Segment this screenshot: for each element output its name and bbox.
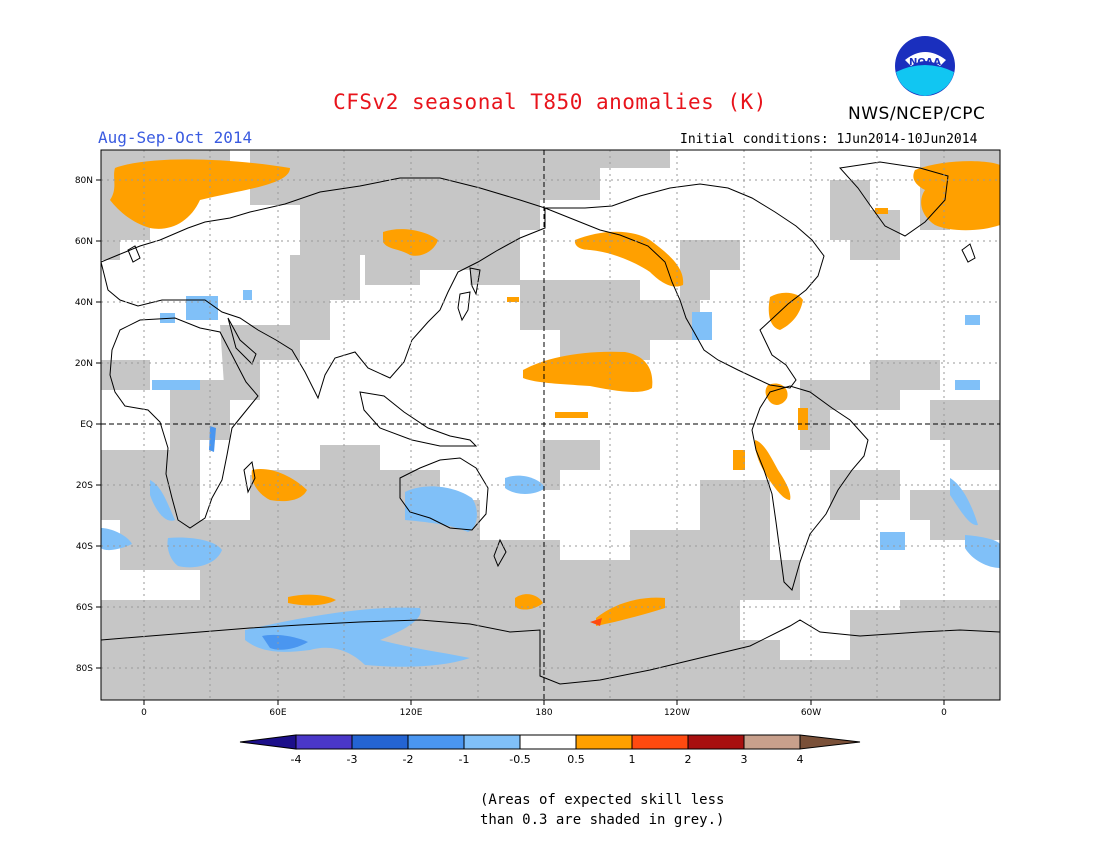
lon-label: 120E (400, 708, 423, 718)
lat-label: 80S (76, 664, 93, 674)
colorbar-label: 0.5 (567, 753, 585, 766)
longitude-labels: 0 60E 120E 180 120W 60W 0 (141, 708, 947, 718)
agency-label: NWS/NCEP/CPC (848, 104, 986, 124)
colorbar-label: -4 (291, 753, 302, 766)
colorbar-label: -3 (347, 753, 358, 766)
colorbar-segment (519, 734, 577, 750)
lat-label: 40S (76, 542, 93, 552)
colorbar-segment (463, 734, 521, 750)
colorbar-label: 1 (629, 753, 636, 766)
initial-conditions-label: Initial conditions: 1Jun2014-10Jun2014 (680, 132, 978, 147)
lat-label: 60S (76, 603, 93, 613)
lat-label: 80N (75, 176, 93, 186)
coastlines (101, 161, 1000, 685)
lat-label: 60N (75, 237, 93, 247)
lon-label: 60W (801, 708, 821, 718)
skill-note-line1: (Areas of expected skill less (480, 792, 725, 808)
colorbar-label: 4 (797, 753, 804, 766)
lon-label: 120W (664, 708, 690, 718)
lat-label: EQ (80, 420, 93, 430)
skill-note-line2: than 0.3 are shaded in grey.) (480, 812, 725, 828)
noaa-logo: NOAA (895, 36, 955, 96)
colorbar: -4 -3 -2 -1 -0.5 0.5 1 2 3 4 (239, 734, 861, 766)
lat-label: 40N (75, 298, 93, 308)
colorbar-label: -1 (459, 753, 470, 766)
anomaly-shading (101, 150, 1000, 700)
lon-label: 180 (535, 708, 552, 718)
colorbar-segment (351, 734, 409, 750)
colorbar-segment (631, 734, 689, 750)
graticule (101, 150, 1000, 700)
warm-anomaly-areas (110, 159, 1000, 626)
axis-ticks (96, 179, 945, 705)
colorbar-left-arrow (239, 734, 297, 750)
lat-label: 20N (75, 359, 93, 369)
latitude-labels: 80N 60N 40N 20N EQ 20S 40S 60S 80S (75, 176, 93, 674)
colorbar-segment (407, 734, 465, 750)
colorbar-segment (687, 734, 745, 750)
colorbar-label: 3 (741, 753, 748, 766)
colorbar-segment (743, 734, 801, 750)
equator-dateline (101, 150, 1000, 700)
cool-anomaly-areas (101, 290, 1000, 667)
colorbar-label: 2 (685, 753, 692, 766)
lon-label: 0 (941, 708, 947, 718)
moderate-cool-anomaly (209, 426, 308, 650)
colorbar-right-arrow (799, 734, 861, 750)
lon-label: 60E (269, 708, 286, 718)
strong-warm-anomaly (590, 618, 602, 626)
lon-label: 0 (141, 708, 147, 718)
map-frame (100, 149, 1001, 701)
colorbar-label: -0.5 (509, 753, 530, 766)
lat-label: 20S (76, 481, 93, 491)
map-title: CFSv2 seasonal T850 anomalies (K) (333, 90, 767, 114)
noaa-logo-text: NOAA (909, 57, 941, 68)
season-label: Aug-Sep-Oct 2014 (98, 128, 253, 147)
colorbar-label: -2 (403, 753, 414, 766)
colorbar-segment (295, 734, 353, 750)
colorbar-segment (575, 734, 633, 750)
